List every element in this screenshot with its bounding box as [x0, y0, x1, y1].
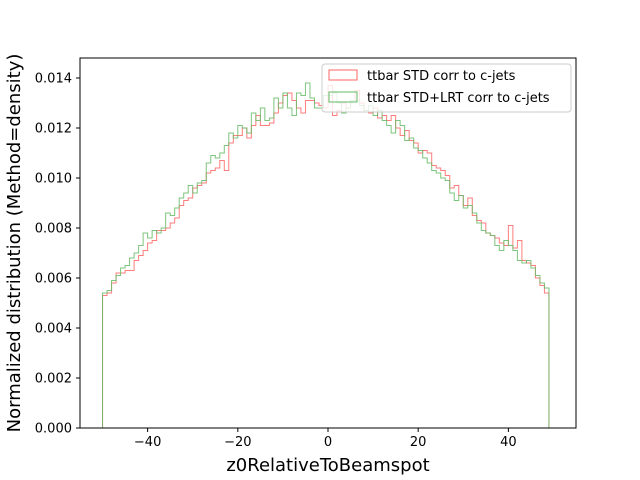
x-tick-label: 40 — [500, 435, 517, 450]
y-tick-label: 0.004 — [35, 322, 72, 337]
legend-swatch-std — [328, 69, 358, 81]
x-axis-label: z0RelativeToBeamspot — [226, 455, 429, 476]
y-axis: 0.000 0.002 0.004 0.006 0.008 0.010 0.012 0.014 — [35, 72, 80, 437]
y-tick-label: 0.014 — [35, 72, 72, 87]
legend-frame — [321, 63, 572, 113]
legend: ttbar STD corr to c-jets ttbar STD+LRT c… — [321, 63, 572, 113]
legend-swatch-std-lrt — [328, 91, 358, 103]
x-axis: −40 −20 0 20 40 — [134, 428, 517, 450]
plot-area — [80, 58, 576, 428]
y-tick-label: 0.000 — [35, 422, 72, 437]
y-tick-label: 0.008 — [35, 222, 72, 237]
y-tick-label: 0.006 — [35, 272, 72, 287]
legend-label-std-lrt: ttbar STD+LRT corr to c-jets — [367, 91, 550, 106]
x-tick-label: 0 — [324, 435, 332, 450]
y-tick-label: 0.012 — [35, 122, 72, 137]
x-tick-label: −20 — [224, 435, 251, 450]
x-tick-label: −40 — [134, 435, 161, 450]
y-tick-label: 0.002 — [35, 372, 72, 387]
legend-label-std: ttbar STD corr to c-jets — [367, 69, 516, 84]
y-tick-label: 0.010 — [35, 172, 72, 187]
x-tick-label: 20 — [410, 435, 427, 450]
y-axis-label: Normalized distribution (Method=density) — [4, 54, 25, 433]
